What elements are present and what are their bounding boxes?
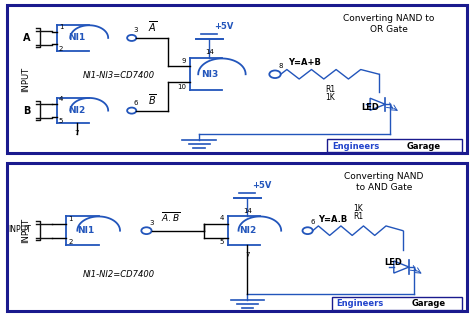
Text: +5V: +5V (252, 181, 272, 190)
Text: 2: 2 (59, 46, 63, 52)
Text: NI1: NI1 (78, 226, 95, 235)
Text: 1: 1 (68, 216, 73, 222)
FancyBboxPatch shape (332, 297, 462, 310)
Text: 4: 4 (219, 215, 224, 221)
Text: INPUT: INPUT (22, 218, 30, 243)
Text: 1: 1 (59, 24, 63, 30)
Text: +5V: +5V (214, 22, 234, 31)
Text: 6: 6 (310, 219, 315, 225)
Text: Y=A+B: Y=A+B (288, 58, 321, 67)
Text: NI2: NI2 (239, 226, 256, 235)
Text: 9: 9 (182, 58, 186, 64)
Text: Garage: Garage (407, 143, 441, 151)
Text: 7: 7 (245, 252, 250, 258)
Text: Converting NAND
to AND Gate: Converting NAND to AND Gate (344, 172, 424, 191)
Text: NI1-NI2=CD7400: NI1-NI2=CD7400 (82, 270, 155, 279)
Text: 14: 14 (243, 208, 252, 214)
Text: NI2: NI2 (68, 106, 85, 115)
Text: 7: 7 (74, 130, 79, 136)
Text: 5: 5 (219, 240, 224, 245)
FancyBboxPatch shape (7, 163, 467, 311)
Text: R1: R1 (325, 85, 335, 94)
Text: LED: LED (361, 103, 379, 112)
Text: R1: R1 (353, 212, 363, 221)
Text: 14: 14 (205, 49, 214, 55)
Text: NI1: NI1 (68, 33, 85, 42)
Text: Garage: Garage (411, 300, 446, 308)
Text: Converting NAND to
OR Gate: Converting NAND to OR Gate (343, 14, 434, 33)
Text: 10: 10 (177, 84, 186, 90)
Text: NI1-NI3=CD7400: NI1-NI3=CD7400 (82, 71, 155, 80)
Text: 1K: 1K (325, 93, 335, 102)
Text: INPUT: INPUT (22, 66, 30, 92)
Text: 5: 5 (59, 118, 63, 124)
FancyBboxPatch shape (327, 139, 462, 152)
Text: 6: 6 (134, 100, 138, 106)
Text: Y=A.B: Y=A.B (319, 215, 348, 224)
Text: B: B (23, 106, 31, 116)
FancyBboxPatch shape (7, 5, 467, 153)
Text: LED: LED (384, 258, 402, 266)
Text: 8: 8 (278, 63, 283, 69)
Text: 3: 3 (149, 220, 154, 226)
Text: $\overline{B}$: $\overline{B}$ (148, 92, 157, 107)
Text: 2: 2 (68, 239, 73, 245)
Text: 1K: 1K (353, 204, 363, 213)
Text: A: A (23, 33, 31, 43)
Text: 4: 4 (59, 96, 63, 102)
Text: 3: 3 (134, 27, 138, 33)
Text: $\overline{A}$: $\overline{A}$ (148, 19, 157, 34)
Text: Engineers: Engineers (337, 300, 384, 308)
Text: INPUT: INPUT (8, 225, 31, 234)
Text: NI3: NI3 (201, 70, 218, 79)
Text: $\overline{A.B}$: $\overline{A.B}$ (161, 210, 181, 224)
Text: Engineers: Engineers (332, 143, 379, 151)
